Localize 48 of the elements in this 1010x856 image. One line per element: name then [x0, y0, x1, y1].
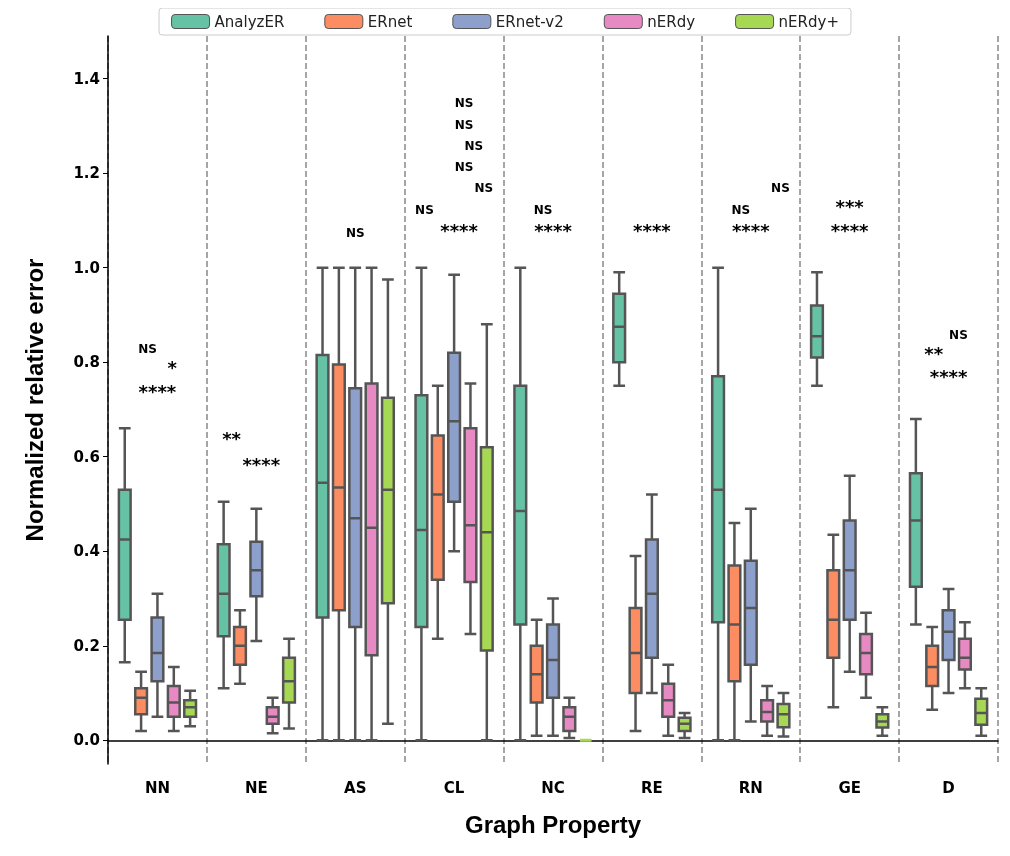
annotation: NS [454, 117, 474, 132]
y-tick-label: 1.0 [73, 258, 100, 277]
y-tick-label: 0.6 [73, 447, 100, 466]
annotation: **** [534, 219, 573, 241]
annotation: * [167, 356, 178, 378]
annotation: *** [835, 196, 865, 218]
annotation: **** [830, 219, 870, 241]
legend-label: ERnet-v2 [495, 12, 564, 31]
y-tick-label: 0.8 [73, 353, 100, 372]
y-tick-label: 1.4 [73, 69, 100, 88]
annotation: NS [454, 96, 474, 111]
annotation: **** [440, 219, 479, 241]
legend-label: nERdy+ [778, 12, 839, 31]
annotation: ** [924, 342, 944, 364]
y-tick-label: 1.2 [73, 164, 100, 183]
x-tick-label: RN [738, 778, 763, 797]
x-tick-label: AS [344, 778, 367, 797]
annotation: **** [242, 453, 281, 475]
annotation: **** [138, 380, 177, 402]
x-tick-label: NE [244, 778, 268, 797]
y-tick-label: 0.0 [73, 731, 100, 750]
x-tick-label: RE [640, 778, 663, 797]
annotation: NS [138, 342, 157, 357]
x-tick-label: CL [443, 778, 465, 797]
annotation: NS [474, 181, 494, 196]
annotation: NS [464, 138, 484, 153]
annotation: ** [222, 427, 242, 449]
annotation: **** [929, 366, 968, 388]
x-tick-label: D [942, 778, 955, 797]
annotation: **** [633, 219, 672, 241]
y-tick-label: 0.4 [73, 542, 100, 561]
y-axis-title: Normalized relative error [20, 258, 48, 542]
annotation: NS [949, 327, 968, 342]
annotation: NS [454, 160, 474, 175]
x-tick-label: NC [541, 778, 565, 797]
annotation: **** [731, 219, 771, 241]
legend-label: ERnet [367, 12, 413, 31]
legend-label: AnalyzER [214, 12, 285, 31]
annotation: NS [731, 202, 751, 217]
y-tick-label: 0.2 [73, 636, 100, 655]
x-tick-label: NN [144, 778, 170, 797]
x-axis-title: Graph Property [464, 810, 642, 838]
annotation: NS [345, 226, 365, 241]
annotation: NS [533, 202, 553, 217]
legend-label: nERdy [647, 12, 696, 31]
annotation: NS [771, 181, 790, 196]
x-tick-label: GE [838, 778, 861, 797]
annotation: NS [415, 202, 434, 217]
